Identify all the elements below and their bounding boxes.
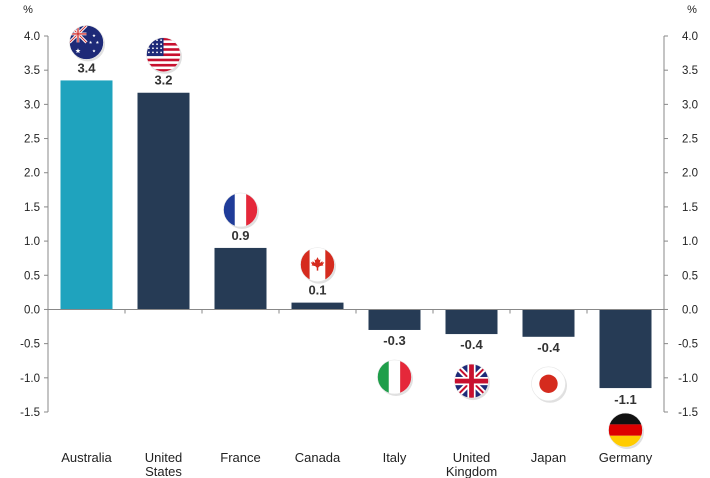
- left-tick-label: 1.0: [24, 236, 40, 248]
- right-tick-label: 0.5: [682, 270, 698, 282]
- left-tick-label: 2.5: [24, 134, 40, 146]
- left-tick-label: 2.0: [24, 168, 40, 180]
- left-tick-label: 0.5: [24, 270, 40, 282]
- japan-flag-icon: [531, 366, 567, 403]
- category-label: United States: [145, 450, 183, 478]
- category-label: Germany: [599, 450, 653, 465]
- right-axis: 4.0 3.5 3.0 2.5 2.0 1.5 1.0 0.5 0.0 -0.5 -1.0 -1.5: [664, 31, 698, 419]
- value-label: -1.1: [614, 392, 636, 407]
- left-tick-label: -1.5: [20, 407, 40, 419]
- value-label: 3.4: [77, 60, 96, 75]
- value-label: 0.1: [308, 283, 326, 298]
- left-tick-label: -1.0: [20, 373, 40, 385]
- value-label: -0.4: [537, 340, 560, 355]
- value-label: -0.3: [383, 333, 405, 348]
- left-tick-label: -0.5: [20, 339, 40, 351]
- right-tick-label: 2.0: [682, 168, 698, 180]
- right-tick-label: 4.0: [682, 31, 698, 43]
- category-label: Canada: [295, 450, 341, 465]
- flags: [69, 25, 644, 450]
- category-labels: Australia United States France Canada Italy Un…: [61, 450, 653, 478]
- right-tick-label: -0.5: [678, 339, 698, 351]
- right-tick-label: 2.5: [682, 134, 698, 146]
- left-tick-label: 3.0: [24, 99, 40, 111]
- bar: [214, 247, 267, 310]
- bar: [137, 92, 190, 310]
- value-label: 0.9: [231, 228, 249, 243]
- bar: [291, 302, 344, 310]
- germany-flag-icon: [608, 412, 644, 450]
- bars: [60, 80, 652, 389]
- australia-flag-icon: [69, 25, 105, 62]
- value-label: 3.2: [154, 73, 172, 88]
- category-label: United Kingdom: [446, 450, 497, 478]
- category-label: France: [220, 450, 260, 465]
- category-label: Australia: [61, 450, 112, 465]
- right-unit-label: %: [687, 4, 697, 16]
- category-label: Italy: [383, 450, 407, 465]
- united-kingdom-flag-icon: [454, 363, 490, 401]
- right-tick-label: 3.0: [682, 99, 698, 111]
- value-label: -0.4: [460, 337, 483, 352]
- category-label: Japan: [531, 450, 566, 465]
- right-tick-label: 1.5: [682, 202, 698, 214]
- bar: [445, 309, 498, 335]
- canada-flag-icon: [300, 247, 336, 284]
- bar: [368, 309, 421, 330]
- right-tick-label: 1.0: [682, 236, 698, 248]
- united-states-flag-icon: [146, 37, 182, 74]
- left-axis: 4.0 3.5 3.0 2.5 2.0 1.5 1.0 0.5 0.0 -0.5 -1.0 -1.5: [20, 31, 48, 419]
- france-flag-icon: [223, 192, 259, 229]
- bar: [60, 80, 113, 310]
- left-tick-label: 0.0: [24, 304, 40, 316]
- left-tick-label: 3.5: [24, 65, 40, 77]
- left-unit-label: %: [23, 4, 33, 16]
- italy-flag-icon: [377, 359, 413, 396]
- bar: [522, 309, 575, 337]
- left-tick-label: 4.0: [24, 31, 40, 43]
- bar: [599, 309, 652, 389]
- right-tick-label: 3.5: [682, 65, 698, 77]
- value-labels: 3.4 3.2 0.9 0.1 -0.3 -0.4 -0.4 -1.1: [77, 60, 636, 407]
- right-tick-label: -1.5: [678, 407, 698, 419]
- left-tick-label: 1.5: [24, 202, 40, 214]
- right-tick-label: -1.0: [678, 373, 698, 385]
- right-tick-label: 0.0: [682, 304, 698, 316]
